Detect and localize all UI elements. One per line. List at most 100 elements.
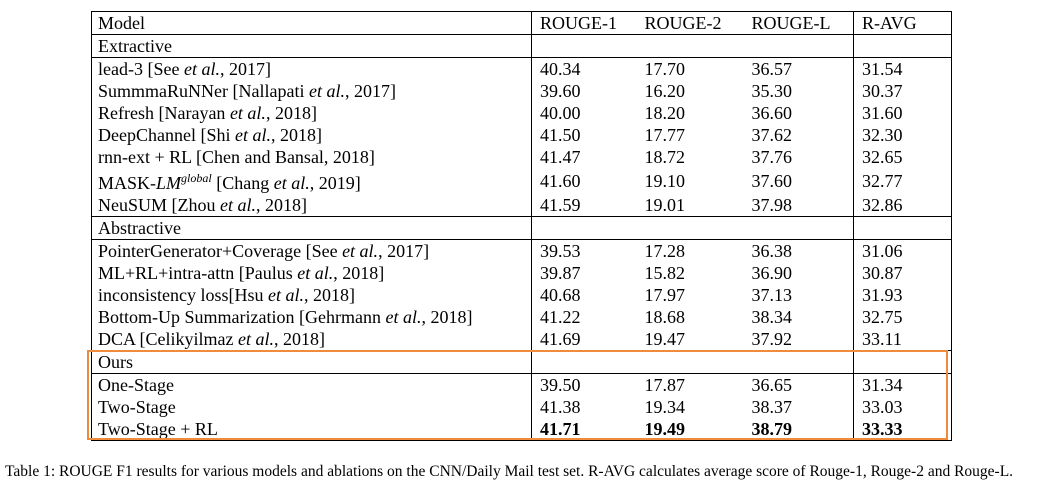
score-cell: 17.87 xyxy=(644,374,686,395)
score-cell: 39.60 xyxy=(531,80,637,102)
table-row: rnn-ext + RL [Chen and Bansal, 2018] 41.4… xyxy=(91,146,952,168)
section-row-extractive: Extractive xyxy=(91,34,952,58)
section-row-abstractive: Abstractive xyxy=(91,216,952,240)
score-cell: 33.33 xyxy=(853,418,952,441)
score-cell: 15.82 xyxy=(644,262,686,283)
table-row: DeepChannel [Shi et al., 2018] 41.50 17.77… xyxy=(91,124,952,146)
table-row: Two-Stage 41.38 19.34 38.37 33.03 xyxy=(91,396,952,418)
section-label: Abstractive xyxy=(91,216,532,240)
score-cell: 18.72 xyxy=(644,146,686,167)
score-cell: 39.50 xyxy=(531,373,637,396)
score-cell: 16.20 xyxy=(644,80,686,101)
table-row: DCA [Celikyilmaz et al., 2018] 41.69 19.47… xyxy=(91,328,952,351)
score-cell: 32.30 xyxy=(853,124,952,146)
score-cell: 19.10 xyxy=(644,170,686,191)
score-cell: 38.34 xyxy=(751,306,793,327)
score-cell: 32.65 xyxy=(853,146,952,168)
results-table-container: Model ROUGE-1 ROUGE-2 ROUGE-L R-AVG Extr… xyxy=(91,11,952,441)
table-header-row: Model ROUGE-1 ROUGE-2 ROUGE-L R-AVG xyxy=(91,11,952,35)
score-cell: 18.68 xyxy=(644,306,686,327)
score-cell: 41.71 xyxy=(531,418,637,441)
score-cell: 37.62 xyxy=(751,124,793,145)
model-name-cell: MASK-LMglobal [Chang et al., 2019] xyxy=(91,168,532,194)
score-cell: 40.68 xyxy=(531,284,637,306)
table-row: ML+RL+intra-attn [Paulus et al., 2018] 39… xyxy=(91,262,952,284)
score-cell: 36.60 xyxy=(751,102,793,123)
score-cell: 41.47 xyxy=(531,146,637,168)
score-cell: 41.50 xyxy=(531,124,637,146)
header-rouge-1: ROUGE-1 xyxy=(531,11,637,35)
score-cell: 41.38 xyxy=(531,396,637,418)
score-cell: 33.11 xyxy=(853,328,952,351)
table-row: Two-Stage + RL 41.71 19.49 38.79 33.33 xyxy=(91,418,952,441)
score-cell: 37.76 xyxy=(751,146,793,167)
model-name-cell: PointerGenerator+Coverage [See et al., 2… xyxy=(91,239,532,262)
table-row: NeuSUM [Zhou et al., 2018] 41.59 19.01 37.9… xyxy=(91,194,952,217)
score-cell: 30.37 xyxy=(853,80,952,102)
model-name-cell: ML+RL+intra-attn [Paulus et al., 2018] xyxy=(91,262,532,284)
table-row: inconsistency loss[Hsu et al., 2018] 40.6… xyxy=(91,284,952,306)
score-cell: 40.34 xyxy=(531,57,637,80)
model-name-cell: DCA [Celikyilmaz et al., 2018] xyxy=(91,328,532,351)
table-row: SummmaRuNNer [Nallapati et al., 2017] 39.… xyxy=(91,80,952,102)
score-cell: 18.20 xyxy=(644,102,686,123)
score-cell: 41.60 xyxy=(531,168,637,194)
score-cell: 37.98 xyxy=(751,194,793,215)
table-row: One-Stage 39.50 17.87 36.65 31.34 xyxy=(91,373,952,396)
score-cell: 19.01 xyxy=(644,194,686,215)
score-cell: 35.30 xyxy=(751,80,793,101)
model-name-cell: Two-Stage + RL xyxy=(91,418,532,441)
score-cell: 19.34 xyxy=(644,396,686,417)
header-rouge-2: ROUGE-2 xyxy=(636,11,744,35)
score-cell: 36.57 xyxy=(751,58,793,79)
table-row: lead-3 [See et al., 2017] 40.34 17.70 36.57… xyxy=(91,57,952,80)
model-name-cell: SummmaRuNNer [Nallapati et al., 2017] xyxy=(91,80,532,102)
score-cell: 36.90 xyxy=(751,262,793,283)
score-cell: 17.28 xyxy=(644,240,686,261)
model-name-cell: Two-Stage xyxy=(91,396,532,418)
score-cell: 39.53 xyxy=(531,239,637,262)
model-name-cell: NeuSUM [Zhou et al., 2018] xyxy=(91,194,532,217)
table-row: Bottom-Up Summarization [Gehrmann et al.… xyxy=(91,306,952,328)
model-name-cell: inconsistency loss[Hsu et al., 2018] xyxy=(91,284,532,306)
score-cell: 39.87 xyxy=(531,262,637,284)
score-cell: 33.03 xyxy=(853,396,952,418)
score-cell: 38.79 xyxy=(743,418,854,441)
score-cell: 31.06 xyxy=(853,239,952,262)
score-cell: 36.38 xyxy=(751,240,793,261)
results-table: Model ROUGE-1 ROUGE-2 ROUGE-L R-AVG Extr… xyxy=(91,11,952,441)
score-cell: 17.97 xyxy=(644,284,686,305)
score-cell: 31.60 xyxy=(853,102,952,124)
score-cell: 40.00 xyxy=(531,102,637,124)
header-model: Model xyxy=(91,11,532,35)
score-cell: 41.69 xyxy=(531,328,637,351)
score-cell: 17.70 xyxy=(644,58,686,79)
score-cell: 32.86 xyxy=(853,194,952,217)
score-cell: 32.77 xyxy=(853,168,952,194)
score-cell: 30.87 xyxy=(853,262,952,284)
model-name-cell: lead-3 [See et al., 2017] xyxy=(91,57,532,80)
header-r-avg: R-AVG xyxy=(853,11,952,35)
model-name-cell: Refresh [Narayan et al., 2018] xyxy=(91,102,532,124)
table-row: Refresh [Narayan et al., 2018] 40.00 18.20… xyxy=(91,102,952,124)
score-cell: 41.22 xyxy=(531,306,637,328)
score-cell: 41.59 xyxy=(531,194,637,217)
model-name-cell: rnn-ext + RL [Chen and Bansal, 2018] xyxy=(91,146,532,168)
score-cell: 37.92 xyxy=(751,328,793,349)
score-cell: 31.93 xyxy=(853,284,952,306)
table-caption: Table 1: ROUGE F1 results for various mo… xyxy=(5,463,1014,480)
score-cell: 31.34 xyxy=(853,373,952,396)
model-name-cell: Bottom-Up Summarization [Gehrmann et al.… xyxy=(91,306,532,328)
score-cell: 17.77 xyxy=(644,124,686,145)
score-cell: 19.47 xyxy=(644,328,686,349)
score-cell: 37.13 xyxy=(751,284,793,305)
section-label: Ours xyxy=(91,350,532,374)
model-name-cell: DeepChannel [Shi et al., 2018] xyxy=(91,124,532,146)
model-name-cell: One-Stage xyxy=(91,373,532,396)
table-row: MASK-LMglobal [Chang et al., 2019] 41.60 1… xyxy=(91,168,952,194)
score-cell: 38.37 xyxy=(751,396,793,417)
header-rouge-l: ROUGE-L xyxy=(743,11,854,35)
table-row: PointerGenerator+Coverage [See et al., 2… xyxy=(91,239,952,262)
section-row-ours: Ours xyxy=(91,350,952,374)
section-label: Extractive xyxy=(91,34,532,58)
